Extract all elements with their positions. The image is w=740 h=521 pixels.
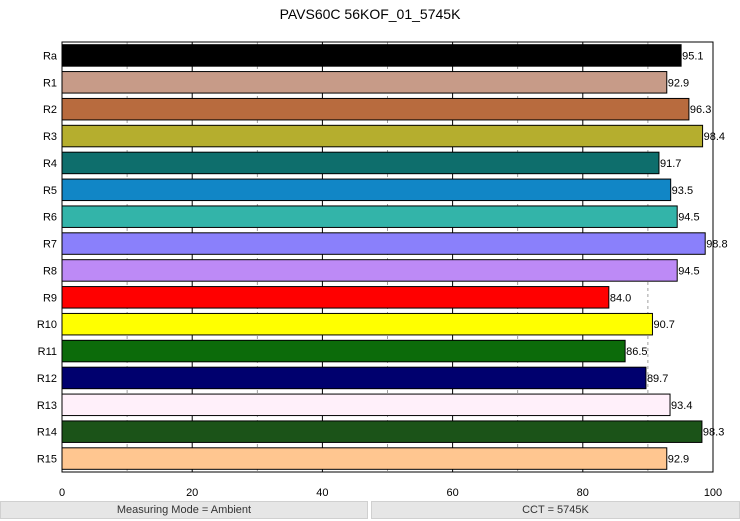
cct-status: CCT = 5745K [371, 501, 740, 519]
category-label-r5: R5 [43, 185, 57, 197]
value-label-ra: 95.1 [682, 50, 703, 62]
x-tick-label: 60 [446, 487, 458, 499]
value-label-r10: 90.7 [653, 319, 674, 331]
measuring-mode-status: Measuring Mode = Ambient [0, 501, 368, 519]
chart-title: PAVS60C 56KOF_01_5745K [279, 6, 461, 22]
category-label-r10: R10 [37, 319, 57, 331]
plot-frame [61, 41, 714, 473]
value-labels: 95.1 92.9 96.3 98.4 91.7 93.5 94.5 98.8 94.5 84.0… [610, 50, 728, 465]
value-label-r1: 92.9 [668, 77, 689, 89]
value-label-r7: 98.8 [706, 239, 727, 251]
bar-r14 [61, 420, 703, 443]
category-label-r2: R2 [43, 104, 57, 116]
x-tick-labels: 0 20 40 60 80 100 [59, 487, 722, 499]
value-label-r2: 96.3 [690, 104, 711, 116]
category-label-r15: R15 [37, 454, 57, 466]
bar-r11 [61, 339, 626, 363]
bar-r3 [61, 124, 704, 148]
bar-r13 [61, 393, 671, 417]
category-label-r14: R14 [37, 427, 57, 439]
category-label-r7: R7 [43, 239, 57, 251]
value-label-r4: 91.7 [660, 158, 681, 170]
value-label-r14: 98.3 [703, 427, 724, 439]
category-label-r3: R3 [43, 131, 57, 143]
value-label-r11: 86.5 [626, 346, 647, 358]
value-label-r13: 93.4 [671, 400, 692, 412]
bar-r2 [61, 97, 690, 121]
bar-ra [61, 44, 682, 67]
value-label-r3: 98.4 [704, 131, 725, 143]
x-tick-label: 0 [59, 487, 65, 499]
value-label-r9: 84.0 [610, 292, 631, 304]
category-label-r12: R12 [37, 373, 57, 385]
bar-r6 [61, 205, 678, 228]
category-label-ra: Ra [43, 50, 58, 62]
bar-r10 [61, 312, 653, 336]
bar-r9 [61, 286, 610, 309]
category-label-r11: R11 [38, 346, 57, 358]
x-tick-label: 40 [316, 487, 328, 499]
category-label-r6: R6 [43, 212, 57, 224]
category-label-r13: R13 [37, 400, 57, 412]
bar-r12 [61, 366, 647, 390]
x-tick-label: 100 [704, 487, 722, 499]
bar-chart: 95.1 92.9 96.3 98.4 91.7 93.5 94.5 98.8 94.5 84.0… [37, 41, 728, 499]
bar-r7 [61, 232, 706, 255]
bar-r8 [61, 259, 678, 282]
value-label-r5: 93.5 [672, 185, 693, 197]
value-label-r15: 92.9 [668, 454, 689, 466]
x-tick-label: 20 [186, 487, 198, 499]
category-label-r4: R4 [43, 158, 57, 170]
bars [61, 44, 706, 470]
category-label-r9: R9 [43, 292, 57, 304]
category-labels: Ra R1 R2 R3 R4 R5 R6 R7 R8 R9 R10 R11 R12 R13 R14 R15 [37, 50, 58, 465]
value-label-r12: 89.7 [647, 373, 668, 385]
x-tick-label: 80 [577, 487, 589, 499]
bar-r1 [61, 71, 668, 94]
value-label-r6: 94.5 [678, 212, 699, 224]
bar-r15 [61, 447, 668, 470]
bar-r4 [61, 151, 660, 175]
category-label-r8: R8 [43, 265, 57, 277]
category-label-r1: R1 [43, 77, 57, 89]
value-label-r8: 94.5 [678, 265, 699, 277]
bar-r5 [61, 178, 672, 202]
